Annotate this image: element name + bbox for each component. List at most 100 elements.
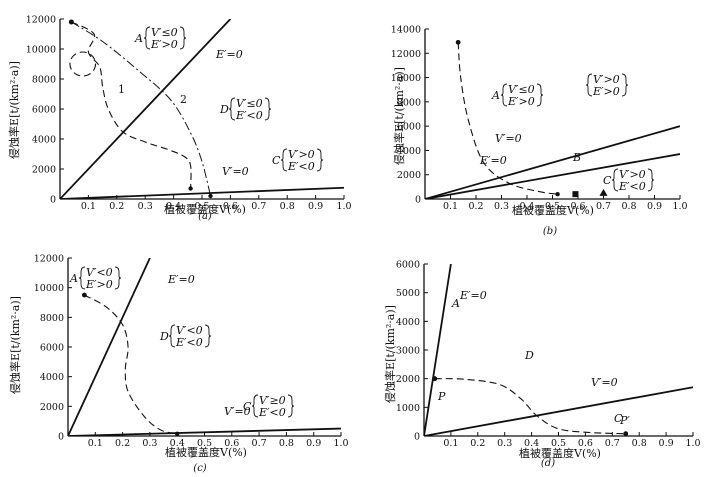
region-condition: E′>0: [150, 38, 178, 51]
region-condition: V′>0: [288, 148, 315, 161]
y-tick-label: 8000: [32, 75, 56, 86]
trajectory-start-point: [68, 19, 74, 25]
y-tick-label: 2000: [32, 165, 56, 176]
y-tick-label: 10000: [26, 45, 56, 56]
boundary-line: [60, 19, 232, 199]
x-tick-label: 0.9: [308, 201, 323, 212]
region-condition: V′≤0: [508, 83, 535, 96]
boundary-label: E′=0: [215, 48, 243, 61]
region-label: D V′<0E′<0: [159, 324, 212, 349]
boundary-label: V′=0: [591, 376, 618, 389]
region-condition: V′>0: [619, 168, 646, 181]
x-tick-label: 0.1: [443, 438, 458, 449]
trajectory-start-point: [455, 39, 461, 45]
y-tick-label: 12000: [26, 15, 56, 26]
region-label: B: [572, 151, 581, 164]
x-tick-label: 0.4: [166, 201, 181, 212]
region-label: D V′≤0E′<0: [219, 97, 272, 122]
boundary-line: [424, 264, 452, 436]
x-tick-label: 0.7: [252, 438, 267, 449]
region-label: C: [614, 412, 623, 425]
y-tick-label: 0: [50, 195, 56, 206]
y-tick-label: 6000: [397, 122, 421, 133]
trajectory-start-point: [81, 292, 87, 298]
region-label: C V′>0E′<0: [272, 148, 324, 173]
region-name: C: [272, 154, 281, 167]
region-condition: E′<0: [235, 109, 263, 122]
region-condition: V′≤0: [151, 26, 178, 39]
x-tick-label: 1.0: [333, 438, 348, 449]
trajectory-line: [434, 378, 626, 435]
region-name: B: [572, 151, 581, 164]
y-tick-label: 2000: [396, 374, 420, 385]
brace-left: [251, 394, 259, 418]
brace-left: [168, 324, 176, 348]
x-tick-label: 0.2: [470, 438, 485, 449]
brace-left: [585, 73, 593, 97]
boundary-line: [60, 186, 344, 199]
y-tick-label: 6000: [32, 105, 56, 116]
x-tick-label: 0.5: [545, 201, 560, 212]
y-tick-label: 14000: [391, 25, 421, 36]
plot-area: [60, 19, 344, 199]
x-tick-label: 0.4: [519, 201, 534, 212]
brace-right: [647, 168, 655, 192]
region-label: A: [451, 297, 460, 310]
x-tick-label: 0.9: [647, 201, 662, 212]
boundary-line: [68, 427, 341, 436]
y-tick-label: 0: [415, 195, 421, 206]
y-tick-label: 6000: [40, 343, 64, 354]
panel-caption: (c): [193, 463, 207, 474]
y-tick-label: 10000: [34, 283, 64, 294]
x-tick-label: 0.3: [494, 201, 509, 212]
region-condition: E′>0: [85, 278, 113, 291]
region-condition: V′<0: [86, 266, 113, 279]
panel-b: 0 2000 4000 6000 8000 10000 12000 14000 0.1 0.2 0.…: [391, 25, 688, 238]
region-condition: E′>0: [507, 95, 535, 108]
boundary-label: E′=0: [459, 289, 487, 302]
brace-right: [204, 324, 212, 348]
plot-area: [425, 125, 680, 199]
x-tick-label: 0.8: [621, 201, 636, 212]
panel-a: 0 2000 4000 6000 8000 10000 12000 0.1 0.2 0.3 0.4 0…: [7, 15, 352, 223]
x-tick-label: 0.2: [109, 201, 124, 212]
boundary-line: [425, 153, 680, 199]
trajectory-line: [84, 294, 178, 435]
brace-left: [228, 97, 236, 121]
x-tick-label: 1.0: [685, 438, 700, 449]
region-condition: E′<0: [618, 180, 646, 193]
x-tick-label: 0.9: [659, 438, 674, 449]
y-axis-label: 侵蚀率E[t/(km²·a)]: [383, 305, 397, 403]
x-tick-label: 0.5: [551, 438, 566, 449]
plot-area: [68, 258, 341, 436]
x-tick-label: 0.3: [497, 438, 512, 449]
region-name: D: [524, 349, 534, 362]
y-axis-label: 侵蚀率E[t/(km²·a)]: [8, 296, 22, 394]
region-name: C: [614, 412, 623, 425]
x-tick-label: 0.8: [632, 438, 647, 449]
trajectory-loop: [69, 51, 97, 77]
trajectory-end-point: [175, 431, 180, 436]
region-name: A: [451, 297, 460, 310]
region-name: A: [134, 32, 143, 45]
region-label: C V′>0E′<0: [603, 168, 655, 193]
y-tick-label: 12000: [391, 49, 421, 60]
brace-right: [179, 26, 187, 50]
curve-label: 1: [118, 83, 125, 96]
x-tick-label: 0.3: [138, 201, 153, 212]
region-label: V′>0E′>0: [585, 73, 629, 98]
region-label: C V′≥0E′<0: [243, 394, 295, 419]
y-tick-label: 5000: [396, 288, 420, 299]
x-tick-label: 0.1: [81, 201, 96, 212]
trajectory-end-point: [188, 186, 193, 191]
brace-right: [287, 394, 295, 418]
region-label: A V′<0E′>0: [69, 266, 122, 291]
region-condition: V′≥0: [259, 394, 286, 407]
x-tick-label: 0.7: [605, 438, 620, 449]
trajectory-line: [71, 21, 192, 189]
x-tick-label: 0.6: [570, 201, 585, 212]
region-name: D: [159, 330, 169, 343]
boundary-line: [424, 386, 693, 436]
brace-right: [316, 148, 324, 172]
region-name: D: [219, 103, 229, 116]
